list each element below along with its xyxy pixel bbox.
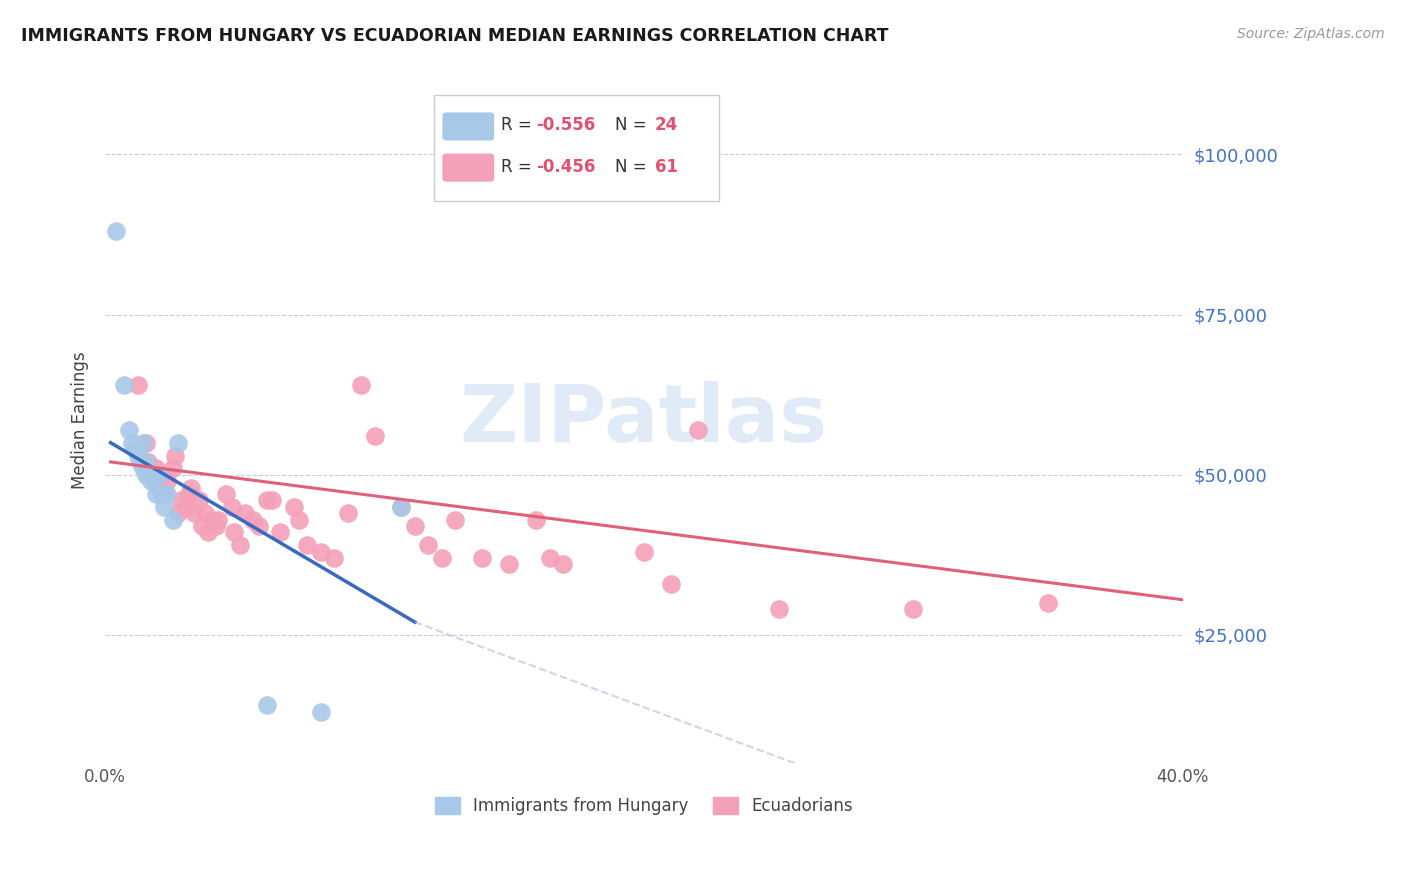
Point (124, 442, 146, 457)
Point (418, 538, 440, 552)
Point (269, 525, 291, 540)
Point (167, 506, 190, 520)
Point (323, 551, 346, 566)
FancyBboxPatch shape (443, 112, 494, 141)
Point (177, 487, 200, 501)
FancyBboxPatch shape (434, 95, 720, 201)
Point (224, 525, 246, 540)
Point (538, 551, 561, 566)
Point (430, 551, 453, 566)
Point (262, 493, 284, 508)
Point (207, 513, 229, 527)
Point (471, 551, 494, 566)
Point (309, 544, 332, 558)
Point (256, 493, 278, 508)
Text: IMMIGRANTS FROM HUNGARY VS ECUADORIAN MEDIAN EARNINGS CORRELATION CHART: IMMIGRANTS FROM HUNGARY VS ECUADORIAN ME… (21, 27, 889, 45)
Point (183, 506, 205, 520)
Text: ZIPatlas: ZIPatlas (460, 381, 828, 459)
Text: R =: R = (501, 158, 537, 176)
Point (135, 435, 157, 450)
Point (201, 513, 224, 527)
Point (153, 500, 176, 514)
Point (191, 519, 214, 533)
Text: 61: 61 (655, 158, 678, 176)
Point (686, 423, 709, 437)
Point (112, 378, 135, 392)
Legend: Immigrants from Hungary, Ecuadorians: Immigrants from Hungary, Ecuadorians (426, 789, 862, 823)
Point (156, 474, 179, 488)
Point (169, 493, 191, 508)
Point (336, 506, 359, 520)
Point (165, 449, 187, 463)
Point (180, 481, 202, 495)
Point (551, 558, 574, 572)
Point (903, 602, 925, 616)
Text: Source: ZipAtlas.com: Source: ZipAtlas.com (1237, 27, 1385, 41)
Point (145, 487, 167, 501)
Point (139, 467, 162, 482)
Point (150, 487, 173, 501)
Point (135, 467, 157, 482)
Point (391, 500, 413, 514)
Point (162, 513, 184, 527)
Point (242, 513, 264, 527)
Point (197, 525, 219, 540)
Point (633, 544, 655, 558)
Point (136, 455, 159, 469)
Point (145, 461, 167, 475)
Point (363, 429, 385, 443)
Point (148, 481, 170, 495)
Point (132, 461, 155, 475)
Point (288, 513, 311, 527)
Point (188, 493, 211, 508)
Point (104, 224, 127, 238)
Point (153, 487, 176, 501)
Point (391, 500, 413, 514)
Point (142, 467, 165, 482)
Point (444, 513, 467, 527)
Point (127, 378, 149, 392)
Text: N =: N = (614, 117, 651, 135)
Point (118, 423, 141, 437)
Point (309, 705, 332, 719)
Point (135, 455, 157, 469)
Point (162, 461, 184, 475)
Point (404, 519, 426, 533)
Point (247, 519, 270, 533)
Point (233, 506, 256, 520)
Point (659, 576, 682, 591)
Point (150, 467, 173, 482)
Point (174, 500, 197, 514)
Point (215, 487, 238, 501)
Point (295, 538, 318, 552)
Point (350, 378, 373, 392)
Point (127, 449, 149, 463)
Point (204, 519, 226, 533)
Y-axis label: Median Earnings: Median Earnings (72, 351, 89, 489)
Point (132, 435, 155, 450)
Point (524, 513, 547, 527)
Text: -0.456: -0.456 (536, 158, 596, 176)
Text: R =: R = (501, 117, 537, 135)
Point (498, 558, 520, 572)
FancyBboxPatch shape (443, 153, 494, 182)
Point (229, 538, 252, 552)
Point (283, 500, 305, 514)
Point (136, 467, 159, 482)
Point (167, 435, 190, 450)
Text: 24: 24 (655, 117, 678, 135)
Point (221, 500, 243, 514)
Point (768, 602, 790, 616)
Point (256, 698, 278, 713)
Point (156, 487, 179, 501)
Point (148, 467, 170, 482)
Text: N =: N = (614, 158, 651, 176)
Point (142, 474, 165, 488)
Point (1036, 596, 1059, 610)
Point (121, 435, 143, 450)
Text: -0.556: -0.556 (536, 117, 595, 135)
Point (139, 474, 162, 488)
Point (129, 455, 152, 469)
Point (194, 506, 217, 520)
